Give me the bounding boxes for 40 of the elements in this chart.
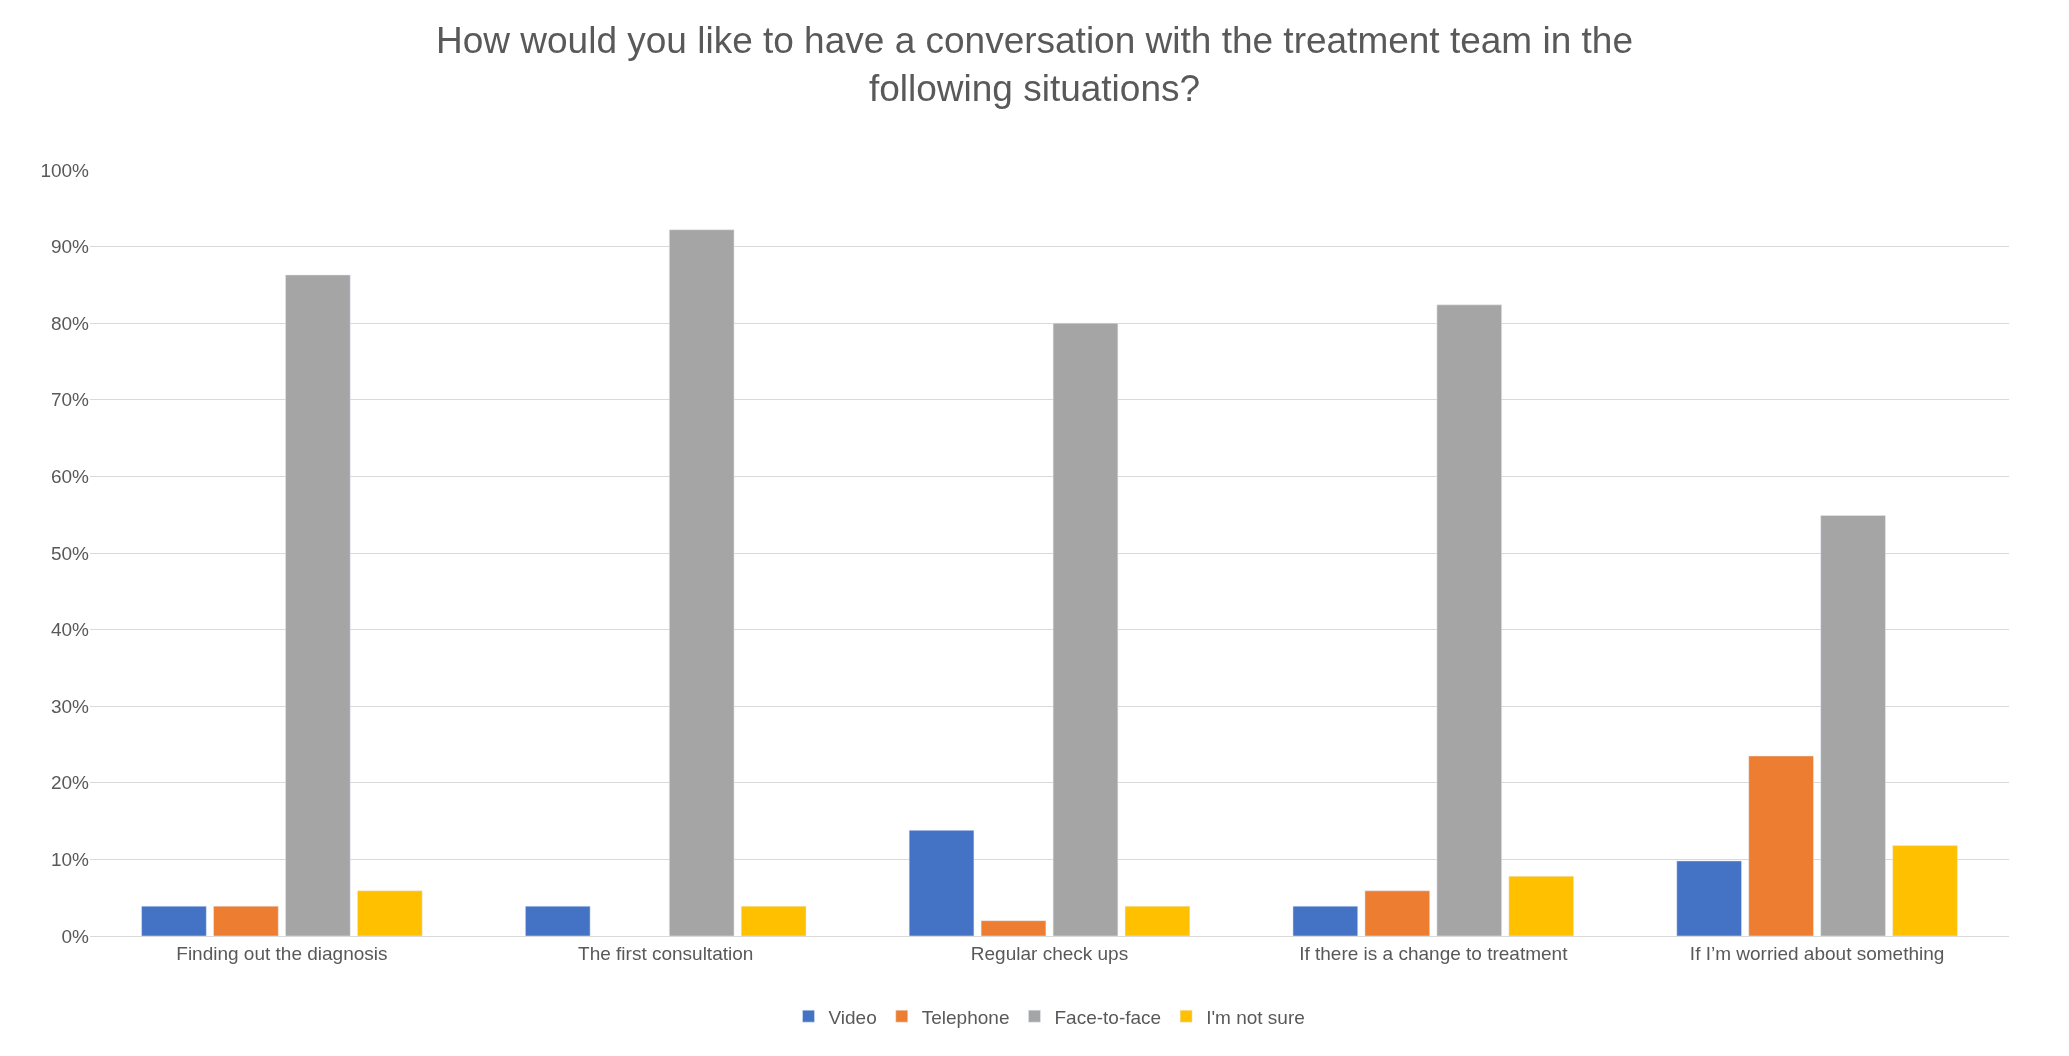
x-tick-label: If there is a change to treatment [1299,942,1569,964]
bar [1364,890,1430,936]
y-tick-label: 80% [50,312,90,334]
x-tick-label: Regular check ups [970,942,1129,964]
bar [285,274,351,936]
bar [141,905,207,936]
legend-label: Face-to-face [1054,1006,1162,1028]
bar [980,920,1047,936]
bar [1748,755,1814,936]
chart-title: How would you like to have a conversation with the treatment team in the following situations? [436,19,1633,109]
bar [357,890,423,936]
y-tick-label: 60% [50,466,90,488]
bar [525,905,591,936]
y-tick-label: 20% [50,772,90,794]
x-tick-label: If I’m worried about something [1689,942,1945,964]
bar [1676,860,1742,936]
y-tick-label: 0% [61,925,90,947]
bar [741,905,807,936]
x-tick-label: The first consultation [578,942,754,964]
y-tick-label: 70% [50,389,90,411]
bar [908,830,975,936]
legend-label: Telephone [921,1006,1010,1028]
y-tick-label: 50% [50,542,90,564]
y-tick-label: 30% [50,695,90,717]
bar [1052,322,1119,936]
y-tick-label: 40% [50,619,90,641]
x-tick-label: Finding out the diagnosis [176,942,388,964]
bar [213,905,279,936]
bar [1436,304,1502,936]
bar [1124,905,1191,936]
y-tick-label: 90% [50,236,90,258]
y-tick-label: 10% [50,849,90,871]
bar [669,229,735,936]
legend-label: Video [828,1006,877,1028]
bar [1292,905,1358,936]
bar [1508,876,1574,936]
y-tick-label: 100% [40,159,90,181]
bar [1820,515,1886,936]
legend-label: I'm not sure [1206,1006,1305,1028]
bar [1892,845,1958,936]
